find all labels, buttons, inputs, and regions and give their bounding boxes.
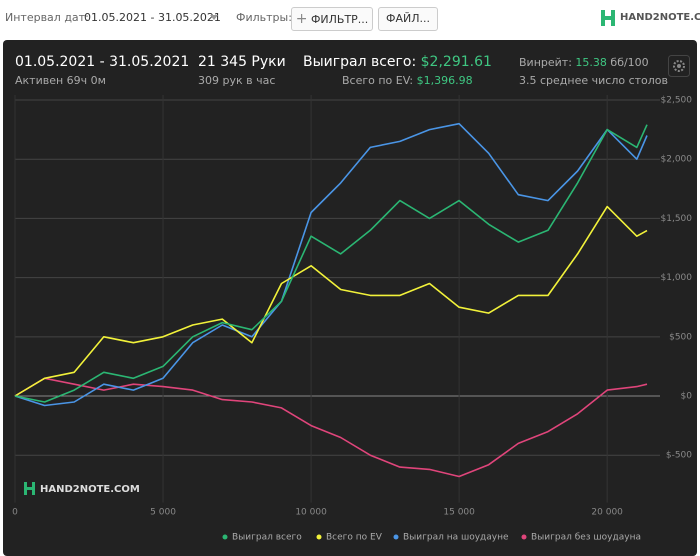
logo-text: HAND2NOTE.COM xyxy=(620,12,700,23)
chart-logo-text: HAND2NOTE.COM xyxy=(40,484,140,495)
ev-value: $1,396.98 xyxy=(416,74,473,87)
legend-label: Выиграл всего xyxy=(232,533,302,543)
active-time: Активен 69ч 0м xyxy=(15,74,106,87)
y-tick-label: $0 xyxy=(681,392,693,402)
winrate-label: Винрейт: xyxy=(519,56,572,69)
legend-label: Всего по EV xyxy=(326,533,383,543)
x-tick-label: 10 000 xyxy=(295,508,327,518)
series-line xyxy=(14,124,648,403)
y-tick-label: $2,500 xyxy=(661,96,693,106)
y-tick-label: $500 xyxy=(669,332,692,342)
interval-label: Интервал дат: xyxy=(5,11,89,24)
y-tick-label: $1,000 xyxy=(661,273,693,283)
y-tick-label: $-500 xyxy=(666,451,692,461)
legend-marker xyxy=(521,534,527,540)
hands-per-hour: 309 рук в час xyxy=(198,74,276,87)
dropdown-arrow[interactable] xyxy=(210,14,220,22)
legend-label: Выиграл без шоудауна xyxy=(531,533,641,543)
settings-button[interactable] xyxy=(668,55,690,77)
filter-button-text: ФИЛЬТР... xyxy=(310,13,369,26)
series-line xyxy=(14,205,648,397)
legend-marker xyxy=(316,534,322,540)
stats-panel xyxy=(3,40,697,556)
filter-button[interactable]: + ФИЛЬТР... xyxy=(291,7,373,31)
period: 01.05.2021 - 31.05.2021 xyxy=(15,54,190,70)
filters-label: Фильтры: xyxy=(236,11,292,24)
x-tick-label: 15 000 xyxy=(443,508,475,518)
logo-icon xyxy=(601,10,615,26)
y-tick-label: $2,000 xyxy=(661,155,693,165)
series-line xyxy=(14,122,648,407)
winrate-unit: бб/100 xyxy=(610,56,649,69)
y-tick-label: $1,500 xyxy=(661,214,693,224)
file-button[interactable]: ФАЙЛ... xyxy=(378,7,438,31)
won-label: Выиграл всего: xyxy=(303,54,417,70)
tables: 3.5 среднее число столов xyxy=(519,74,668,87)
legend-label: Выиграл на шоудауне xyxy=(403,533,509,543)
legend-marker xyxy=(393,534,399,540)
series-line xyxy=(14,377,648,478)
winrate-value: 15.38 xyxy=(575,56,607,69)
ev-label: Всего по EV: xyxy=(342,74,414,87)
x-tick-label: 5 000 xyxy=(150,508,176,518)
interval-value[interactable]: 01.05.2021 - 31.05.2021 xyxy=(84,11,221,24)
x-tick-label: 20 000 xyxy=(591,508,623,518)
legend-marker xyxy=(222,534,228,540)
chart-logo: HAND2NOTE.COM xyxy=(24,482,140,495)
hands: 21 345 Руки xyxy=(198,54,286,70)
x-tick-label: 0 xyxy=(12,508,18,518)
won-value: $2,291.61 xyxy=(420,54,492,70)
